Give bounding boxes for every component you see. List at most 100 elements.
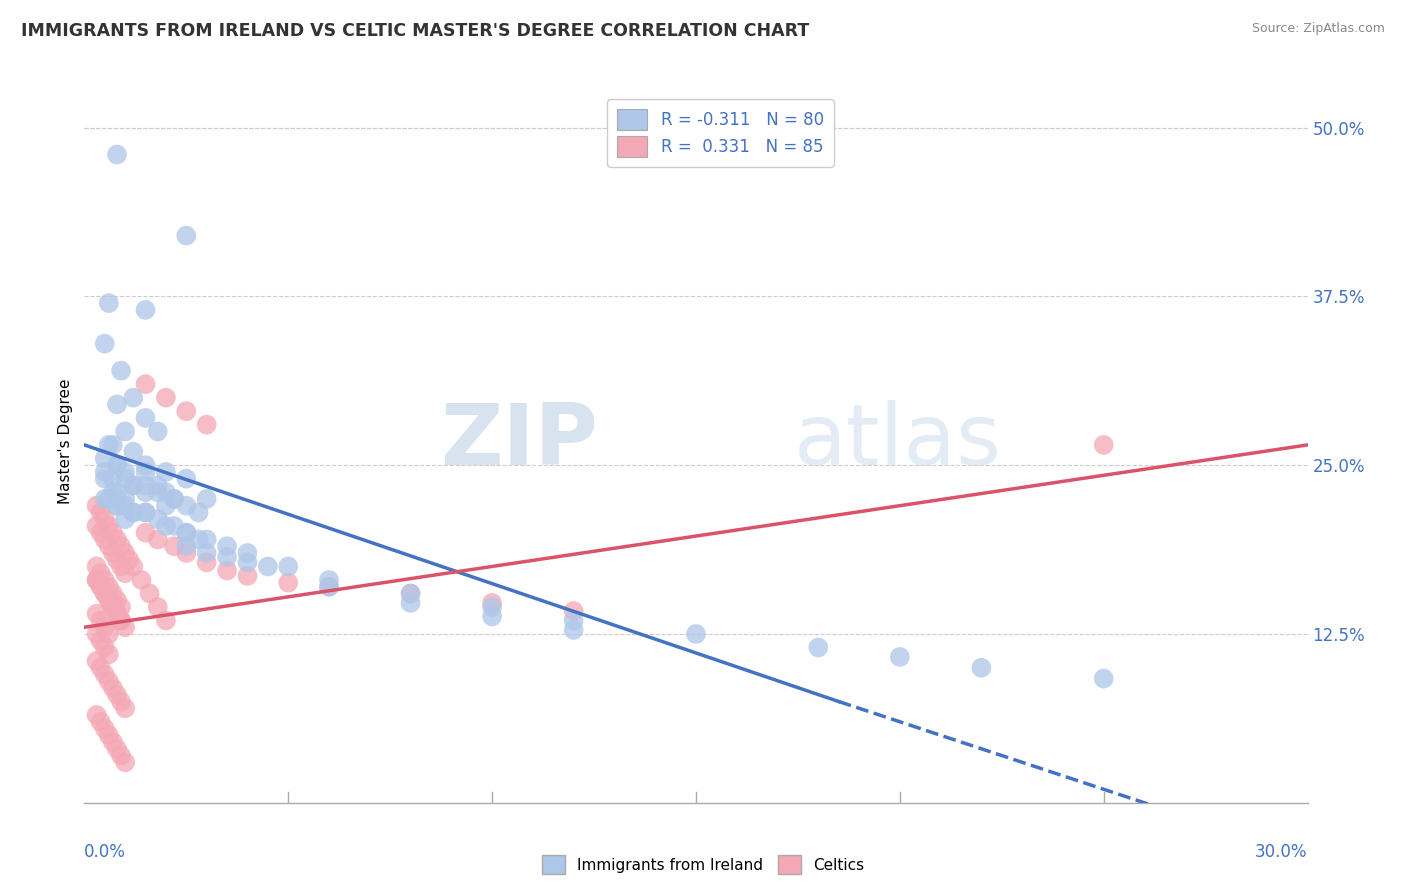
Point	[562, 604, 585, 618]
Text: ZIP: ZIP	[440, 400, 598, 483]
Point	[114, 425, 136, 439]
Point	[807, 640, 830, 655]
Point	[86, 499, 108, 513]
Y-axis label: Master's Degree: Master's Degree	[58, 379, 73, 504]
Point	[195, 491, 218, 506]
Point	[90, 525, 112, 540]
Point	[93, 533, 115, 547]
Text: atlas: atlas	[794, 400, 1002, 483]
Point	[174, 539, 197, 553]
Text: Source: ZipAtlas.com: Source: ZipAtlas.com	[1251, 22, 1385, 36]
Point	[122, 444, 145, 458]
Point	[86, 559, 108, 574]
Point	[97, 627, 120, 641]
Point	[155, 391, 177, 405]
Point	[101, 438, 124, 452]
Point	[97, 491, 120, 506]
Point	[1092, 438, 1115, 452]
Point	[105, 485, 128, 500]
Point	[93, 512, 115, 526]
Point	[481, 609, 503, 624]
Point	[122, 505, 145, 519]
Point	[135, 505, 157, 519]
Point	[101, 599, 124, 614]
Point	[318, 573, 340, 587]
Text: 30.0%: 30.0%	[1256, 843, 1308, 861]
Point	[135, 505, 157, 519]
Point	[236, 546, 259, 560]
Point	[90, 714, 112, 729]
Point	[86, 607, 108, 621]
Point	[146, 512, 169, 526]
Point	[110, 614, 132, 628]
Point	[481, 596, 503, 610]
Point	[685, 627, 707, 641]
Point	[93, 586, 115, 600]
Point	[105, 458, 128, 472]
Point	[174, 228, 197, 243]
Point	[195, 556, 218, 570]
Point	[277, 575, 299, 590]
Point	[93, 620, 115, 634]
Point	[93, 640, 115, 655]
Point	[105, 552, 128, 566]
Point	[146, 485, 169, 500]
Point	[101, 546, 124, 560]
Text: 0.0%: 0.0%	[84, 843, 127, 861]
Point	[155, 485, 177, 500]
Point	[155, 614, 177, 628]
Point	[174, 472, 197, 486]
Point	[97, 728, 120, 742]
Point	[101, 599, 124, 614]
Point	[90, 580, 112, 594]
Point	[399, 586, 422, 600]
Point	[135, 411, 157, 425]
Text: IMMIGRANTS FROM IRELAND VS CELTIC MASTER'S DEGREE CORRELATION CHART: IMMIGRANTS FROM IRELAND VS CELTIC MASTER…	[21, 22, 810, 40]
Point	[114, 546, 136, 560]
Point	[114, 472, 136, 486]
Point	[122, 559, 145, 574]
Point	[217, 549, 239, 564]
Point	[86, 654, 108, 668]
Point	[135, 377, 157, 392]
Point	[146, 478, 169, 492]
Point	[114, 756, 136, 770]
Point	[97, 647, 120, 661]
Point	[86, 627, 108, 641]
Point	[93, 667, 115, 681]
Point	[122, 478, 145, 492]
Point	[101, 485, 124, 500]
Point	[101, 472, 124, 486]
Point	[90, 566, 112, 581]
Point	[97, 580, 120, 594]
Point	[318, 580, 340, 594]
Point	[97, 438, 120, 452]
Point	[105, 688, 128, 702]
Point	[97, 593, 120, 607]
Point	[105, 607, 128, 621]
Point	[105, 499, 128, 513]
Point	[105, 458, 128, 472]
Point	[97, 539, 120, 553]
Point	[105, 593, 128, 607]
Point	[93, 573, 115, 587]
Point	[135, 465, 157, 479]
Point	[93, 465, 115, 479]
Point	[105, 147, 128, 161]
Point	[93, 451, 115, 466]
Point	[131, 573, 153, 587]
Legend: R = -0.311   N = 80, R =  0.331   N = 85: R = -0.311 N = 80, R = 0.331 N = 85	[607, 99, 834, 167]
Point	[86, 573, 108, 587]
Point	[174, 525, 197, 540]
Point	[101, 735, 124, 749]
Point	[174, 525, 197, 540]
Point	[155, 519, 177, 533]
Point	[135, 302, 157, 317]
Point	[110, 559, 132, 574]
Point	[138, 586, 160, 600]
Point	[101, 586, 124, 600]
Point	[146, 425, 169, 439]
Point	[110, 539, 132, 553]
Point	[93, 722, 115, 736]
Point	[97, 519, 120, 533]
